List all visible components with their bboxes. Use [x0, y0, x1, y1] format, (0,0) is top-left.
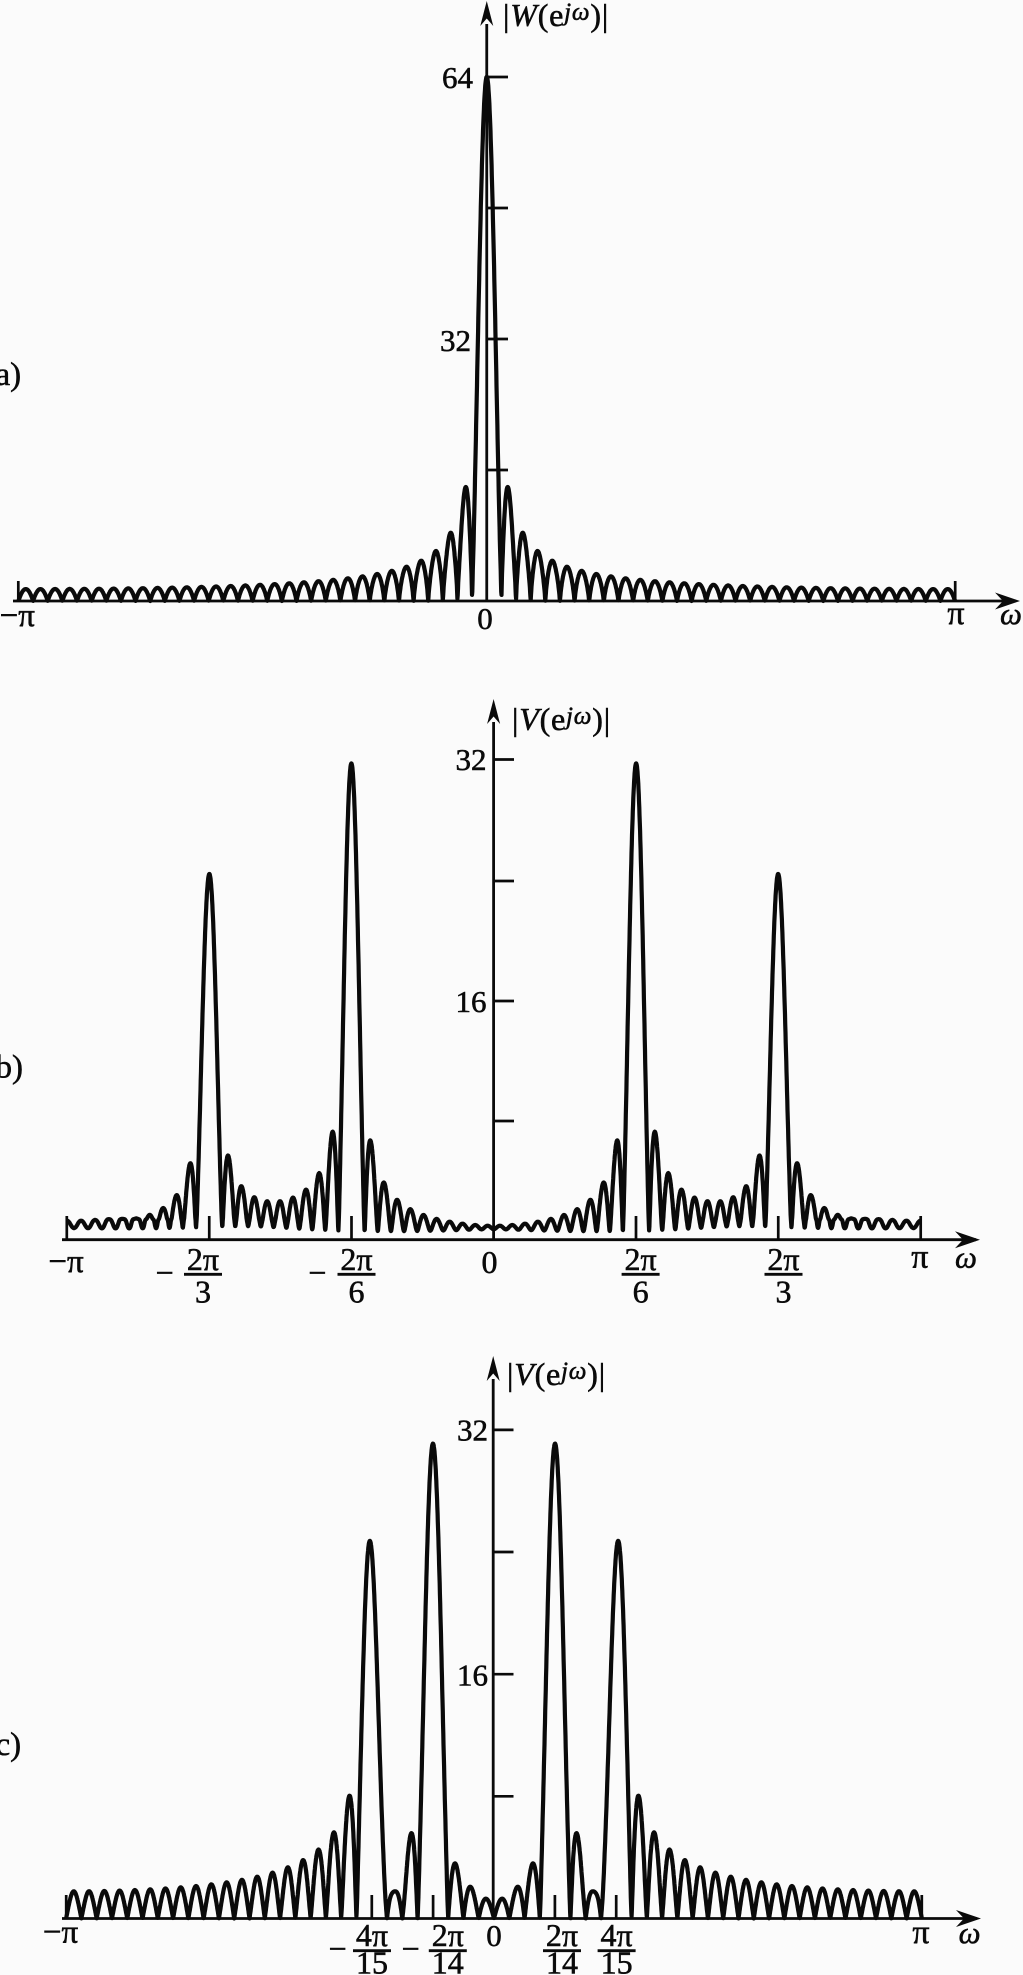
svg-text:a): a)	[0, 357, 21, 393]
svg-text:15: 15	[356, 1945, 388, 1975]
svg-text:2π: 2π	[625, 1241, 657, 1277]
svg-text:−: −	[156, 1254, 174, 1290]
svg-text:−π: −π	[43, 1915, 79, 1951]
svg-text:0: 0	[486, 1918, 502, 1953]
svg-text:6: 6	[633, 1274, 649, 1310]
svg-text:|V(ejω)|: |V(ejω)|	[507, 1356, 606, 1392]
svg-text:32: 32	[440, 323, 471, 358]
svg-text:ω: ω	[955, 1240, 977, 1275]
svg-text:ω: ω	[1000, 596, 1022, 631]
svg-text:16: 16	[456, 984, 487, 1019]
svg-text:15: 15	[601, 1945, 633, 1975]
svg-text:π: π	[947, 595, 964, 632]
svg-text:64: 64	[442, 60, 474, 95]
svg-text:2π: 2π	[340, 1241, 372, 1277]
svg-text:ω: ω	[959, 1915, 981, 1950]
svg-text:|V(ejω)|: |V(ejω)|	[512, 701, 611, 737]
svg-text:−: −	[402, 1931, 420, 1967]
svg-text:−π: −π	[0, 598, 35, 634]
svg-text:2π: 2π	[546, 1917, 578, 1953]
svg-text:14: 14	[432, 1945, 464, 1975]
svg-text:−: −	[308, 1254, 326, 1290]
svg-text:|W(ejω)|: |W(ejω)|	[503, 0, 609, 33]
svg-text:b): b)	[0, 1050, 23, 1086]
svg-text:2π: 2π	[767, 1241, 799, 1277]
svg-text:π: π	[912, 1914, 929, 1951]
svg-text:14: 14	[546, 1945, 578, 1975]
svg-text:6: 6	[349, 1274, 365, 1310]
svg-text:2π: 2π	[187, 1241, 219, 1277]
svg-text:4π: 4π	[601, 1917, 633, 1953]
svg-text:c): c)	[0, 1727, 21, 1763]
svg-text:16: 16	[457, 1658, 488, 1693]
svg-text:0: 0	[482, 1244, 498, 1280]
svg-text:π: π	[911, 1239, 928, 1276]
svg-text:32: 32	[456, 742, 487, 777]
svg-text:−: −	[329, 1931, 347, 1967]
svg-text:2π: 2π	[432, 1917, 464, 1953]
svg-text:0: 0	[477, 601, 493, 636]
svg-text:4π: 4π	[356, 1917, 388, 1953]
svg-text:32: 32	[457, 1413, 488, 1448]
svg-text:3: 3	[776, 1274, 792, 1310]
svg-text:3: 3	[195, 1274, 211, 1310]
svg-text:−π: −π	[48, 1244, 84, 1280]
